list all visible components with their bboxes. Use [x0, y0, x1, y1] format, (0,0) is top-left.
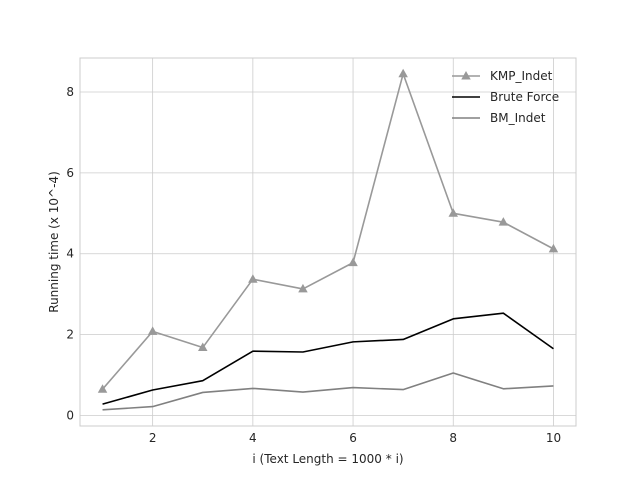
legend: KMP_Indet Brute Force BM_Indet — [452, 69, 559, 125]
legend-marker-kmp-indet — [461, 71, 471, 80]
data-point-kmp-indet — [197, 342, 208, 352]
y-tick-label: 0 — [66, 408, 74, 422]
x-tick-label: 2 — [149, 431, 157, 445]
data-point-kmp-indet — [448, 208, 459, 217]
x-tick-label: 10 — [546, 431, 561, 445]
data-point-kmp-indet — [97, 384, 108, 393]
series-line-kmp-indet — [101, 72, 554, 390]
y-tick-label: 8 — [66, 85, 74, 99]
data-point-kmp-indet — [298, 283, 308, 293]
x-tick-label: 4 — [249, 431, 257, 445]
series-line-bm-indet — [102, 372, 554, 411]
tick-labels: 2 4 6 8 10 0 2 4 6 8 — [66, 85, 561, 445]
data-point-kmp-indet — [398, 68, 408, 78]
data-point-kmp-indet — [498, 217, 509, 226]
x-tick-label: 8 — [449, 431, 457, 445]
x-tick-label: 6 — [349, 431, 357, 445]
data-point-kmp-indet — [147, 326, 158, 335]
legend-label-kmp-indet: KMP_Indet — [490, 69, 553, 83]
data-point-kmp-indet — [548, 243, 559, 253]
x-axis-label: i (Text Length = 1000 * i) — [252, 452, 403, 466]
legend-label-bm-indet: BM_Indet — [490, 111, 546, 125]
series-line-brute-force — [102, 312, 554, 405]
data-point-kmp-indet — [248, 274, 258, 283]
y-tick-label: 4 — [66, 247, 74, 261]
legend-label-brute-force: Brute Force — [490, 90, 559, 104]
y-tick-label: 2 — [66, 328, 74, 342]
y-tick-label: 6 — [66, 166, 74, 180]
data-point-kmp-indet — [348, 257, 358, 267]
plot-area-frame — [79, 57, 577, 427]
series-lines — [97, 68, 559, 411]
y-axis-label: Running time (x 10^-4) — [47, 171, 61, 312]
